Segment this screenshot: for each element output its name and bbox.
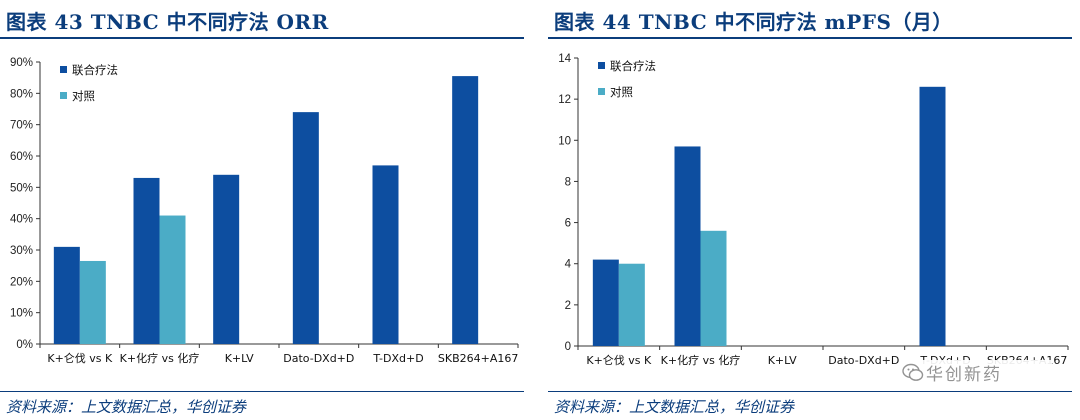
y-tick-label: 12 <box>558 94 571 106</box>
y-tick-label: 8 <box>565 176 571 188</box>
bottom-rule <box>0 391 524 392</box>
legend-swatch <box>60 92 67 99</box>
bottom-rule <box>548 391 1072 392</box>
y-tick-label: 0% <box>16 339 33 351</box>
y-tick-label: 40% <box>10 214 33 226</box>
x-tick-label: K+化疗 vs 化疗 <box>661 353 741 367</box>
source-note: 资料来源：上文数据汇总，华创证券 <box>554 398 795 416</box>
y-tick-label: 50% <box>10 182 33 194</box>
y-tick-label: 60% <box>10 151 33 163</box>
x-tick-label: SKB264+A167 <box>438 352 518 365</box>
orr-bar-chart: 0% 10% 20% 30% 40% 50% 60% 70% 80% 90% K+仑伐 vs K K+… <box>10 57 519 365</box>
bar-combination <box>452 76 479 344</box>
y-tick-label: 14 <box>558 53 571 65</box>
wechat-icon <box>902 363 924 381</box>
x-tick-label: K+仑伐 vs K <box>47 351 113 365</box>
x-tick-label: K+LV <box>768 354 797 367</box>
legend-label: 对照 <box>610 85 633 99</box>
x-tick-label: Dato-DXd+D <box>283 352 354 365</box>
bar-control <box>159 215 186 344</box>
legend-swatch <box>60 66 67 73</box>
x-tick-label: K+仑伐 vs K <box>586 353 652 367</box>
x-tick-label: K+化疗 vs 化疗 <box>120 351 200 365</box>
bar-combination <box>919 86 946 347</box>
y-tick-label: 20% <box>10 276 33 288</box>
bar-combination <box>372 165 399 344</box>
legend-swatch <box>598 62 605 69</box>
y-tick-label: 4 <box>565 259 572 271</box>
legend-swatch <box>598 88 605 95</box>
legend-label: 对照 <box>72 89 95 103</box>
x-tick-label: T-DXd+D <box>372 352 423 365</box>
bar-control <box>700 230 727 346</box>
title-rule <box>0 37 524 39</box>
y-tick-label: 70% <box>10 120 33 132</box>
y-tick-label: 80% <box>10 88 33 100</box>
bar-combination <box>592 259 619 346</box>
legend-label: 联合疗法 <box>72 63 118 77</box>
source-note: 资料来源：上文数据汇总，华创证券 <box>6 398 247 416</box>
watermark-text: 华创新药 <box>926 365 1002 385</box>
bar-control <box>79 260 106 344</box>
y-tick-label: 2 <box>565 300 571 312</box>
mpfs-chart-panel: 图表 44 TNBC 中不同疗法 mPFS（月） 0 2 4 6 8 10 12 14 K+仑伐… <box>548 0 1075 420</box>
watermark: 华创新药 <box>902 360 1052 386</box>
y-tick-label: 30% <box>10 245 33 257</box>
y-tick-label: 90% <box>10 57 33 69</box>
mpfs-bar-chart: 0 2 4 6 8 10 12 14 K+仑伐 vs K K+化疗 vs 化疗 K+LV Dato-D… <box>558 53 1069 367</box>
y-tick-label: 10% <box>10 308 33 320</box>
bar-control <box>618 263 645 346</box>
legend-label: 联合疗法 <box>610 59 656 73</box>
x-tick-label: K+LV <box>225 352 254 365</box>
bar-combination <box>674 146 701 346</box>
y-tick-label: 0 <box>565 341 571 353</box>
x-tick-label: Dato-DXd+D <box>828 354 899 367</box>
bar-combination <box>292 112 319 344</box>
bar-combination <box>53 246 80 344</box>
bar-combination <box>213 174 240 344</box>
y-tick-label: 10 <box>558 135 571 147</box>
chart-title: 图表 43 TNBC 中不同疗法 ORR <box>6 10 329 34</box>
y-tick-label: 6 <box>565 218 571 230</box>
title-rule <box>548 37 1072 39</box>
chart-title: 图表 44 TNBC 中不同疗法 mPFS（月） <box>554 10 953 34</box>
bar-combination <box>133 177 160 344</box>
orr-chart-panel: 图表 43 TNBC 中不同疗法 ORR 0% 10% 20% 30% 40% 50% 60… <box>0 0 527 420</box>
